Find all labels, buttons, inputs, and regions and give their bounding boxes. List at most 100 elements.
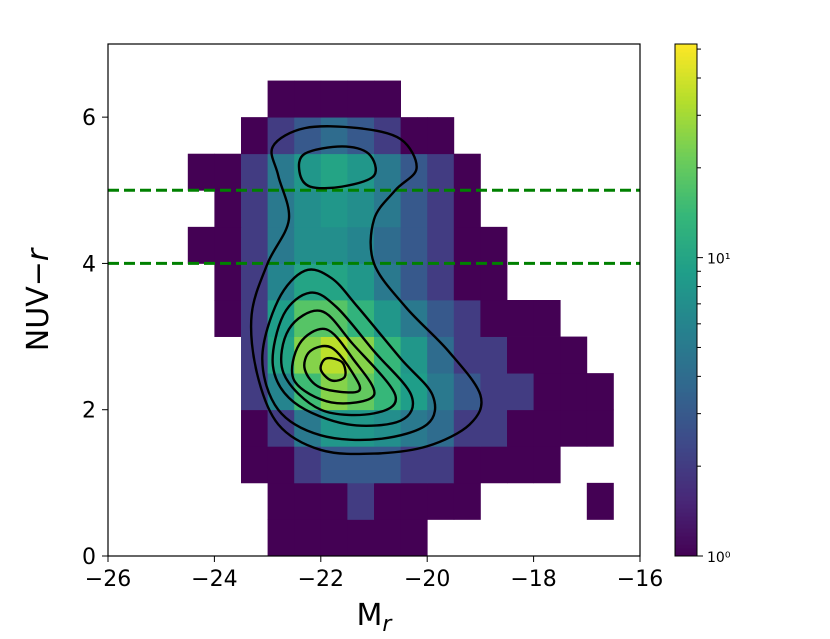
colorbar-segment	[675, 84, 697, 89]
colorbar-segment	[675, 376, 697, 381]
hist-cell	[320, 80, 348, 118]
x-tick-label: −22	[298, 567, 344, 592]
colorbar-segment	[675, 232, 697, 237]
hist-cell	[507, 446, 534, 484]
colorbar-segment	[675, 52, 697, 57]
hist-cell	[267, 80, 295, 118]
colorbar-segment	[675, 44, 697, 49]
x-label-main: M	[357, 598, 383, 633]
hist-cell	[480, 446, 508, 484]
colorbar-segment	[675, 492, 697, 497]
colorbar-segment	[675, 236, 697, 241]
colorbar-segment	[675, 108, 697, 113]
y-tick-label: 2	[82, 399, 96, 424]
hist-cell	[241, 226, 268, 264]
hist-cell	[347, 80, 375, 118]
colorbar-segment	[675, 552, 697, 557]
colorbar-segment	[675, 500, 697, 505]
colorbar-segment	[675, 184, 697, 189]
hist-cell	[533, 300, 561, 337]
colorbar-segment	[675, 476, 697, 481]
contour	[290, 327, 376, 405]
colorbar-segment	[675, 336, 697, 341]
colorbar-segment	[675, 268, 697, 273]
colorbar-segment	[675, 344, 697, 349]
hist-cell	[267, 519, 295, 556]
colorbar-frame	[674, 43, 698, 557]
hist-cell	[347, 519, 375, 556]
colorbar-segment	[675, 312, 697, 317]
y-tick-label: 4	[82, 252, 96, 277]
hist-cell	[374, 482, 401, 520]
hist-cell	[507, 409, 534, 447]
hist-cell	[427, 446, 455, 484]
hist-cell	[294, 80, 322, 118]
colorbar-segment	[675, 484, 697, 489]
colorbar-segment	[675, 468, 697, 473]
colorbar-segment	[675, 384, 697, 389]
hist-cell	[480, 226, 508, 264]
colorbar-segment	[675, 448, 697, 453]
x-tick-label: −20	[404, 567, 450, 592]
hist-cell	[400, 117, 428, 155]
colorbar-segment	[675, 152, 697, 157]
hist-cell	[586, 482, 614, 520]
colorbar-segment	[675, 440, 697, 445]
colorbar-segment	[675, 380, 697, 385]
colorbar-segment	[675, 172, 697, 177]
colorbar-segment	[675, 528, 697, 533]
hist-cell	[533, 409, 561, 447]
colorbar-segment	[675, 156, 697, 161]
colorbar-segment	[675, 104, 697, 109]
colorbar-segment	[675, 224, 697, 229]
colorbar-segment	[675, 200, 697, 205]
contour	[249, 125, 483, 456]
colorbar-segment	[675, 520, 697, 525]
hist-cell	[453, 263, 481, 301]
colorbar-segment	[675, 112, 697, 117]
colorbar-segment	[675, 148, 697, 153]
hist-cell	[453, 482, 481, 520]
contour	[303, 344, 362, 394]
colorbar-segment	[675, 144, 697, 149]
hist-cell	[586, 409, 614, 447]
colorbar-segment	[675, 176, 697, 181]
hist-cell	[400, 446, 428, 484]
hist-cell	[533, 446, 561, 484]
y-label-italic: r	[21, 247, 56, 261]
colorbar-segment	[675, 280, 697, 285]
x-label-sub: r	[382, 612, 393, 637]
hist-cell	[533, 336, 561, 374]
hist-cell	[507, 373, 534, 411]
hist-cell	[294, 117, 322, 155]
hist-cell	[241, 263, 268, 301]
hist-cell	[400, 519, 428, 556]
colorbar-segment	[675, 296, 697, 301]
contour	[261, 268, 437, 442]
colorbar-segment	[675, 284, 697, 289]
colorbar-segment	[675, 192, 697, 197]
colorbar-segment	[675, 212, 697, 217]
hist-cell	[374, 153, 401, 191]
hist-cell	[400, 263, 428, 301]
hist-cell	[560, 409, 588, 447]
colorbar-segment	[675, 188, 697, 193]
hist-cell	[480, 263, 508, 301]
hist-cell	[294, 482, 322, 520]
contour	[271, 291, 415, 428]
hist-cell	[453, 190, 481, 228]
hist-cell	[347, 190, 375, 228]
hist-cell	[374, 80, 401, 118]
colorbar-segment	[675, 456, 697, 461]
hist-cell	[187, 153, 215, 191]
overlay	[108, 125, 640, 456]
hist-cell	[480, 336, 508, 374]
colorbar-segment	[675, 352, 697, 357]
colorbar-segment	[675, 360, 697, 365]
colorbar-segment	[675, 140, 697, 145]
colorbar-segment	[675, 480, 697, 485]
hist-cell	[267, 373, 295, 411]
colorbar-segment	[675, 400, 697, 405]
hist-cell	[480, 373, 508, 411]
